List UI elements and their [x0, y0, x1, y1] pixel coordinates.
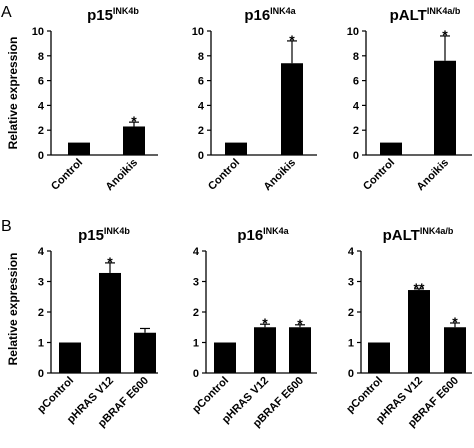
bar-3	[444, 327, 466, 373]
y-tick-label: 4	[38, 100, 45, 112]
chart-title: p16INK4a	[237, 226, 289, 244]
bar-2	[281, 63, 303, 155]
y-tick-label: 10	[32, 26, 44, 38]
chart-1: p15INK4b 0 2 4 6 8 10 Control * Anoikis	[32, 6, 158, 193]
bar-2	[434, 60, 456, 156]
category-label: Control	[206, 157, 242, 193]
category-label: Anoikis	[262, 157, 299, 194]
bar-1	[68, 142, 90, 155]
bar-2	[99, 272, 121, 373]
y-tick-label: 4	[38, 246, 45, 258]
bar-2	[123, 126, 145, 155]
y-tick-label: 1	[348, 338, 354, 350]
panel-b-letter: B	[1, 218, 12, 235]
y-tick-label: 2	[198, 125, 204, 137]
bar-1	[214, 342, 236, 373]
significance-marker: *	[289, 32, 295, 48]
y-tick-label: 4	[198, 100, 205, 112]
y-tick-label: 3	[348, 277, 354, 289]
significance-marker: *	[442, 27, 448, 43]
y-tick-label: 10	[347, 26, 359, 38]
y-tick-label: 6	[198, 76, 204, 88]
category-label: Anoikis	[415, 157, 452, 194]
significance-marker: *	[297, 316, 303, 332]
bar-1	[225, 142, 247, 155]
y-tick-label: 1	[193, 338, 199, 350]
charts: p15INK4b0246810Control*Anoikisp16INK4a02…	[32, 6, 472, 430]
y-tick-label: 2	[348, 307, 354, 319]
category-label: Control	[49, 157, 85, 193]
bar-3	[289, 327, 311, 373]
category-label: Anoikis	[104, 157, 141, 194]
y-tick-label: 6	[38, 76, 44, 88]
chart-title: p16INK4a	[244, 6, 296, 24]
y-tick-label: 3	[38, 277, 44, 289]
y-tick-label: 8	[198, 51, 204, 63]
category-label: pControl	[190, 375, 231, 416]
y-tick-label: 0	[353, 150, 359, 162]
significance-marker: *	[107, 254, 113, 270]
y-tick-label: 1	[38, 338, 44, 350]
chart-title: p15INK4b	[87, 6, 139, 24]
bar-2	[408, 290, 430, 373]
chart-title: pALTINK4a/b	[383, 226, 454, 244]
category-label: Control	[361, 157, 397, 193]
chart-2: p16INK4a 0 2 4 6 8 10 Control * Anoikis	[192, 6, 317, 193]
panel-b-ylabel: Relative expression	[6, 253, 20, 366]
significance-marker: *	[452, 314, 458, 330]
y-tick-label: 4	[353, 100, 360, 112]
category-label: pControl	[35, 375, 76, 416]
chart-title: pALTINK4a/b	[390, 6, 461, 24]
y-tick-label: 3	[193, 277, 199, 289]
y-tick-label: 4	[193, 246, 200, 258]
bar-1	[368, 342, 390, 373]
chart-title: p15INK4b	[78, 226, 130, 244]
bar-1	[380, 142, 402, 155]
y-tick-label: 0	[38, 150, 44, 162]
panel-a-ylabel: Relative expression	[6, 37, 20, 150]
y-tick-label: 0	[198, 150, 204, 162]
chart-3: pALTINK4a/b 0 2 4 6 8 10 Control * Anoikis	[347, 6, 472, 193]
panel-a-letter: A	[1, 4, 12, 21]
y-tick-label: 6	[353, 76, 359, 88]
y-tick-label: 0	[38, 368, 44, 380]
y-tick-label: 2	[353, 125, 359, 137]
y-tick-label: 8	[353, 51, 359, 63]
bar-3	[134, 332, 156, 373]
significance-marker: *	[262, 315, 268, 331]
category-label: pControl	[344, 375, 385, 416]
y-tick-label: 10	[192, 26, 204, 38]
bar-1	[59, 342, 81, 373]
y-tick-label: 0	[348, 368, 354, 380]
y-tick-label: 4	[348, 246, 355, 258]
y-tick-label: 8	[38, 51, 44, 63]
bar-2	[254, 327, 276, 373]
significance-marker: **	[414, 280, 425, 296]
y-tick-label: 2	[38, 307, 44, 319]
y-tick-label: 0	[193, 368, 199, 380]
y-tick-label: 2	[193, 307, 199, 319]
y-tick-label: 2	[38, 125, 44, 137]
significance-marker: *	[131, 113, 137, 129]
